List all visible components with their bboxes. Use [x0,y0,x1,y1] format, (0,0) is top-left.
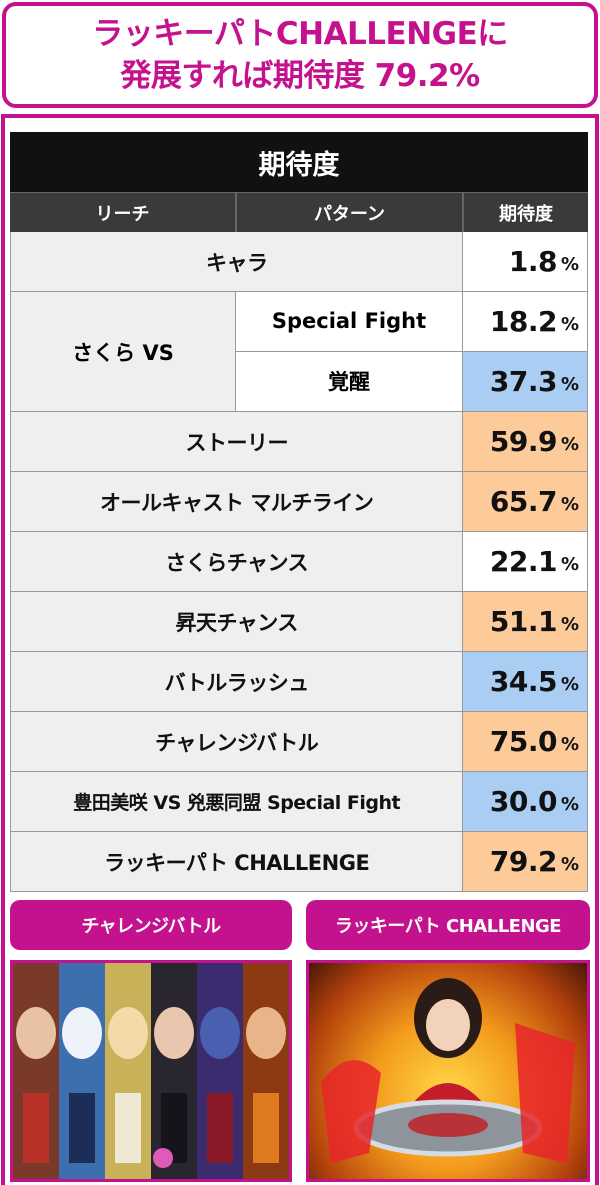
screenshot-lucky-pato-challenge [306,960,590,1182]
table-header: リーチ パターン 期待度 [10,192,588,232]
expectation-value: 22.1% [463,532,587,591]
reach-name: チャレンジバトル [11,712,464,771]
pattern-name: 覚醒 [236,351,463,411]
caption-challenge-battle: チャレンジバトル [10,900,292,950]
table-row: ストーリー 59.9% [11,412,587,472]
reach-name: さくらチャンス [11,532,464,591]
expectation-value: 18.2% [463,292,587,351]
expectation-value: 37.3% [463,351,587,411]
reach-name: バトルラッシュ [11,652,464,711]
reach-name: 昇天チャンス [11,592,464,651]
expectation-value: 51.1% [463,592,587,651]
screenshot-challenge-battle [10,960,292,1182]
col-reach: リーチ [10,193,237,232]
table-row: 豊田美咲 VS 兇悪同盟 Special Fight 30.0% [11,772,587,832]
header-line-2: 発展すれば期待度 79.2% [120,58,480,94]
expectation-value: 75.0% [463,712,587,771]
expectation-value: 1.8% [463,232,587,291]
table-row: オールキャスト マルチライン 65.7% [11,472,587,532]
reach-name: キャラ [11,232,464,291]
col-pattern: パターン [237,193,464,232]
reach-name: ラッキーパト CHALLENGE [11,832,464,891]
page-header: ラッキーパトCHALLENGEに 発展すれば期待度 79.2% [2,2,598,108]
caption-lucky-pato-challenge: ラッキーパト CHALLENGE [306,900,590,950]
table-row: チャレンジバトル 75.0% [11,712,587,772]
expectation-value: 59.9% [463,412,587,471]
reach-name: 豊田美咲 VS 兇悪同盟 Special Fight [11,772,464,831]
pattern-name: Special Fight [236,292,463,351]
table-row: ラッキーパト CHALLENGE 79.2% [11,832,587,892]
table-body: キャラ 1.8% さくら VS Special Fight 18.2% 覚醒 3… [10,232,588,892]
reach-name: ストーリー [11,412,464,471]
expectation-value: 30.0% [463,772,587,831]
expectation-value: 34.5% [463,652,587,711]
reach-name: さくら VS [11,292,236,411]
header-line-1: ラッキーパトCHALLENGEに [92,16,508,52]
table-row-group: さくら VS Special Fight 18.2% 覚醒 37.3% [11,292,587,412]
table-row: さくらチャンス 22.1% [11,532,587,592]
table-row: キャラ 1.8% [11,232,587,292]
reach-name: オールキャスト マルチライン [11,472,464,531]
table-title: 期待度 [10,132,588,192]
character-lineup-image [13,963,289,1179]
table-row: Special Fight 18.2% [236,292,587,352]
expectation-value: 79.2% [463,832,587,891]
table-row: バトルラッシュ 34.5% [11,652,587,712]
expectation-table: 期待度 リーチ パターン 期待度 キャラ 1.8% さくら VS Special… [10,132,588,892]
table-row: 覚醒 37.3% [236,351,587,411]
renda-scene-image [321,978,575,1163]
expectation-value: 65.7% [463,472,587,531]
table-row: 昇天チャンス 51.1% [11,592,587,652]
col-expectation: 期待度 [499,203,553,225]
